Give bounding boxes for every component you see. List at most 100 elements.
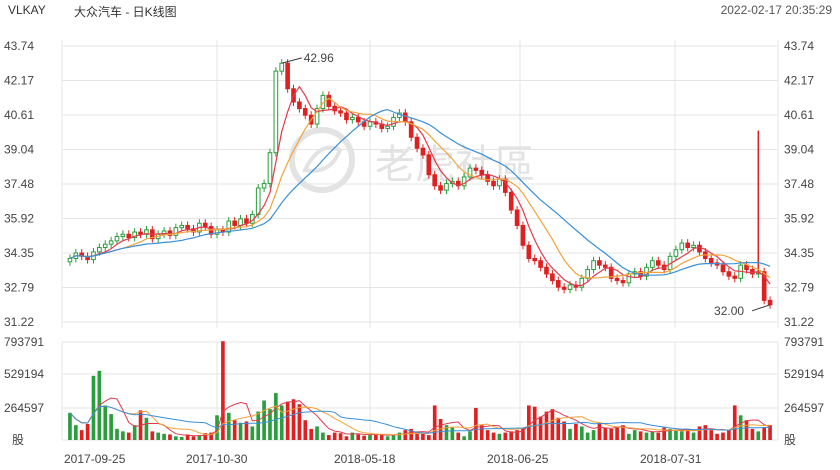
candle-body [585,269,590,279]
price-tick-right: 31.22 [784,315,814,329]
candle-body [67,258,73,263]
volume-bar [179,436,184,440]
volume-tick-right: 264597 [784,401,824,415]
volume-bar [585,432,590,440]
volume-bar [385,436,390,440]
volume-bar [503,432,508,440]
watermark-text: 老虎社區 [375,142,535,188]
volume-bar [197,435,202,440]
candle-body [720,264,726,273]
volume-bar [268,409,272,440]
candle-body [238,218,243,226]
volume-bar [721,432,725,440]
candle-body [144,229,149,235]
candle-body [744,264,749,271]
price-tick-left: 37.48 [4,177,34,191]
candle-body [138,231,143,235]
candle-body [579,277,585,288]
candle-body [467,167,473,178]
volume-bar [632,430,637,440]
volume-bar [562,421,566,440]
chart-name: 大众汽车 - 日K线图 [74,5,177,19]
volume-ma20-line [69,405,771,434]
volume-bar [232,420,237,440]
volume-bar [544,411,549,440]
candle-body [232,220,237,226]
volume-bar [738,415,743,440]
ticker-symbol: VLKAY [8,3,46,17]
volume-bar [362,435,366,440]
volume-bar [732,405,737,440]
volume-bar [309,428,313,440]
x-tick-label: 2018-06-25 [487,452,549,466]
volume-ma10-line [69,405,771,436]
volume-bar [497,433,502,440]
volume-bar [332,432,337,440]
candle-body [438,185,443,191]
volume-bar [444,425,449,440]
volume-bar [538,416,543,440]
candle-body [273,70,279,154]
candle-body [673,249,679,257]
volume-bar [709,430,714,440]
candle-body [367,121,373,127]
price-tick-left: 40.61 [4,108,34,122]
candle-body [550,273,555,282]
timestamp: 2022-02-17 20:35:29 [720,3,832,17]
volume-bar [244,421,249,440]
candle-body [526,244,532,260]
candle-body [420,147,426,156]
volume-unit-left: 股 [12,433,24,447]
candle-body [697,244,702,253]
candle-body [244,218,249,224]
volume-bar [344,436,349,440]
price-tick-left: 34.35 [4,246,34,260]
volume-bar [374,433,378,440]
volume-bar [150,431,155,440]
volume-bar [321,432,325,440]
candle-body [102,243,108,248]
volume-bar [121,431,125,440]
candle-body [226,220,232,233]
volume-bar [279,405,284,440]
volume-tick-left: 264597 [4,401,44,415]
candle-body [508,191,514,211]
volume-bar [85,423,90,440]
candle-body [114,235,120,242]
candle-body [173,227,179,236]
price-tick-right: 43.74 [784,39,814,53]
volume-tick-right: 529194 [784,367,824,381]
volume-bar [74,425,78,440]
max-leader [281,57,302,64]
volume-bar [727,430,731,440]
candle-body [655,260,661,266]
candle-body [132,231,137,239]
volume-ma5-line [69,397,771,437]
volume-bar [326,435,331,440]
candle-body [544,266,549,275]
candle-body [267,152,273,185]
volume-bar [685,428,690,440]
candle-body [750,269,755,275]
candle-body [402,112,408,123]
candle-body [685,242,691,248]
volume-bar [79,430,84,440]
candle-body [179,224,185,229]
candle-body [691,244,696,248]
volume-bar [91,375,96,440]
volume-bar [356,434,361,440]
volume-bar [609,428,614,440]
candle-body [497,178,502,187]
candle-body [326,94,332,107]
candle-body [726,271,732,277]
candle-body [626,273,632,284]
volume-bar [674,430,678,440]
ma10-line [69,97,771,279]
volume-bar [379,434,384,440]
volume-bar [468,431,472,440]
candle-body [426,154,432,176]
volume-bar [656,432,661,440]
volume-bar [550,409,555,440]
volume-tick-left: 793791 [4,335,44,349]
